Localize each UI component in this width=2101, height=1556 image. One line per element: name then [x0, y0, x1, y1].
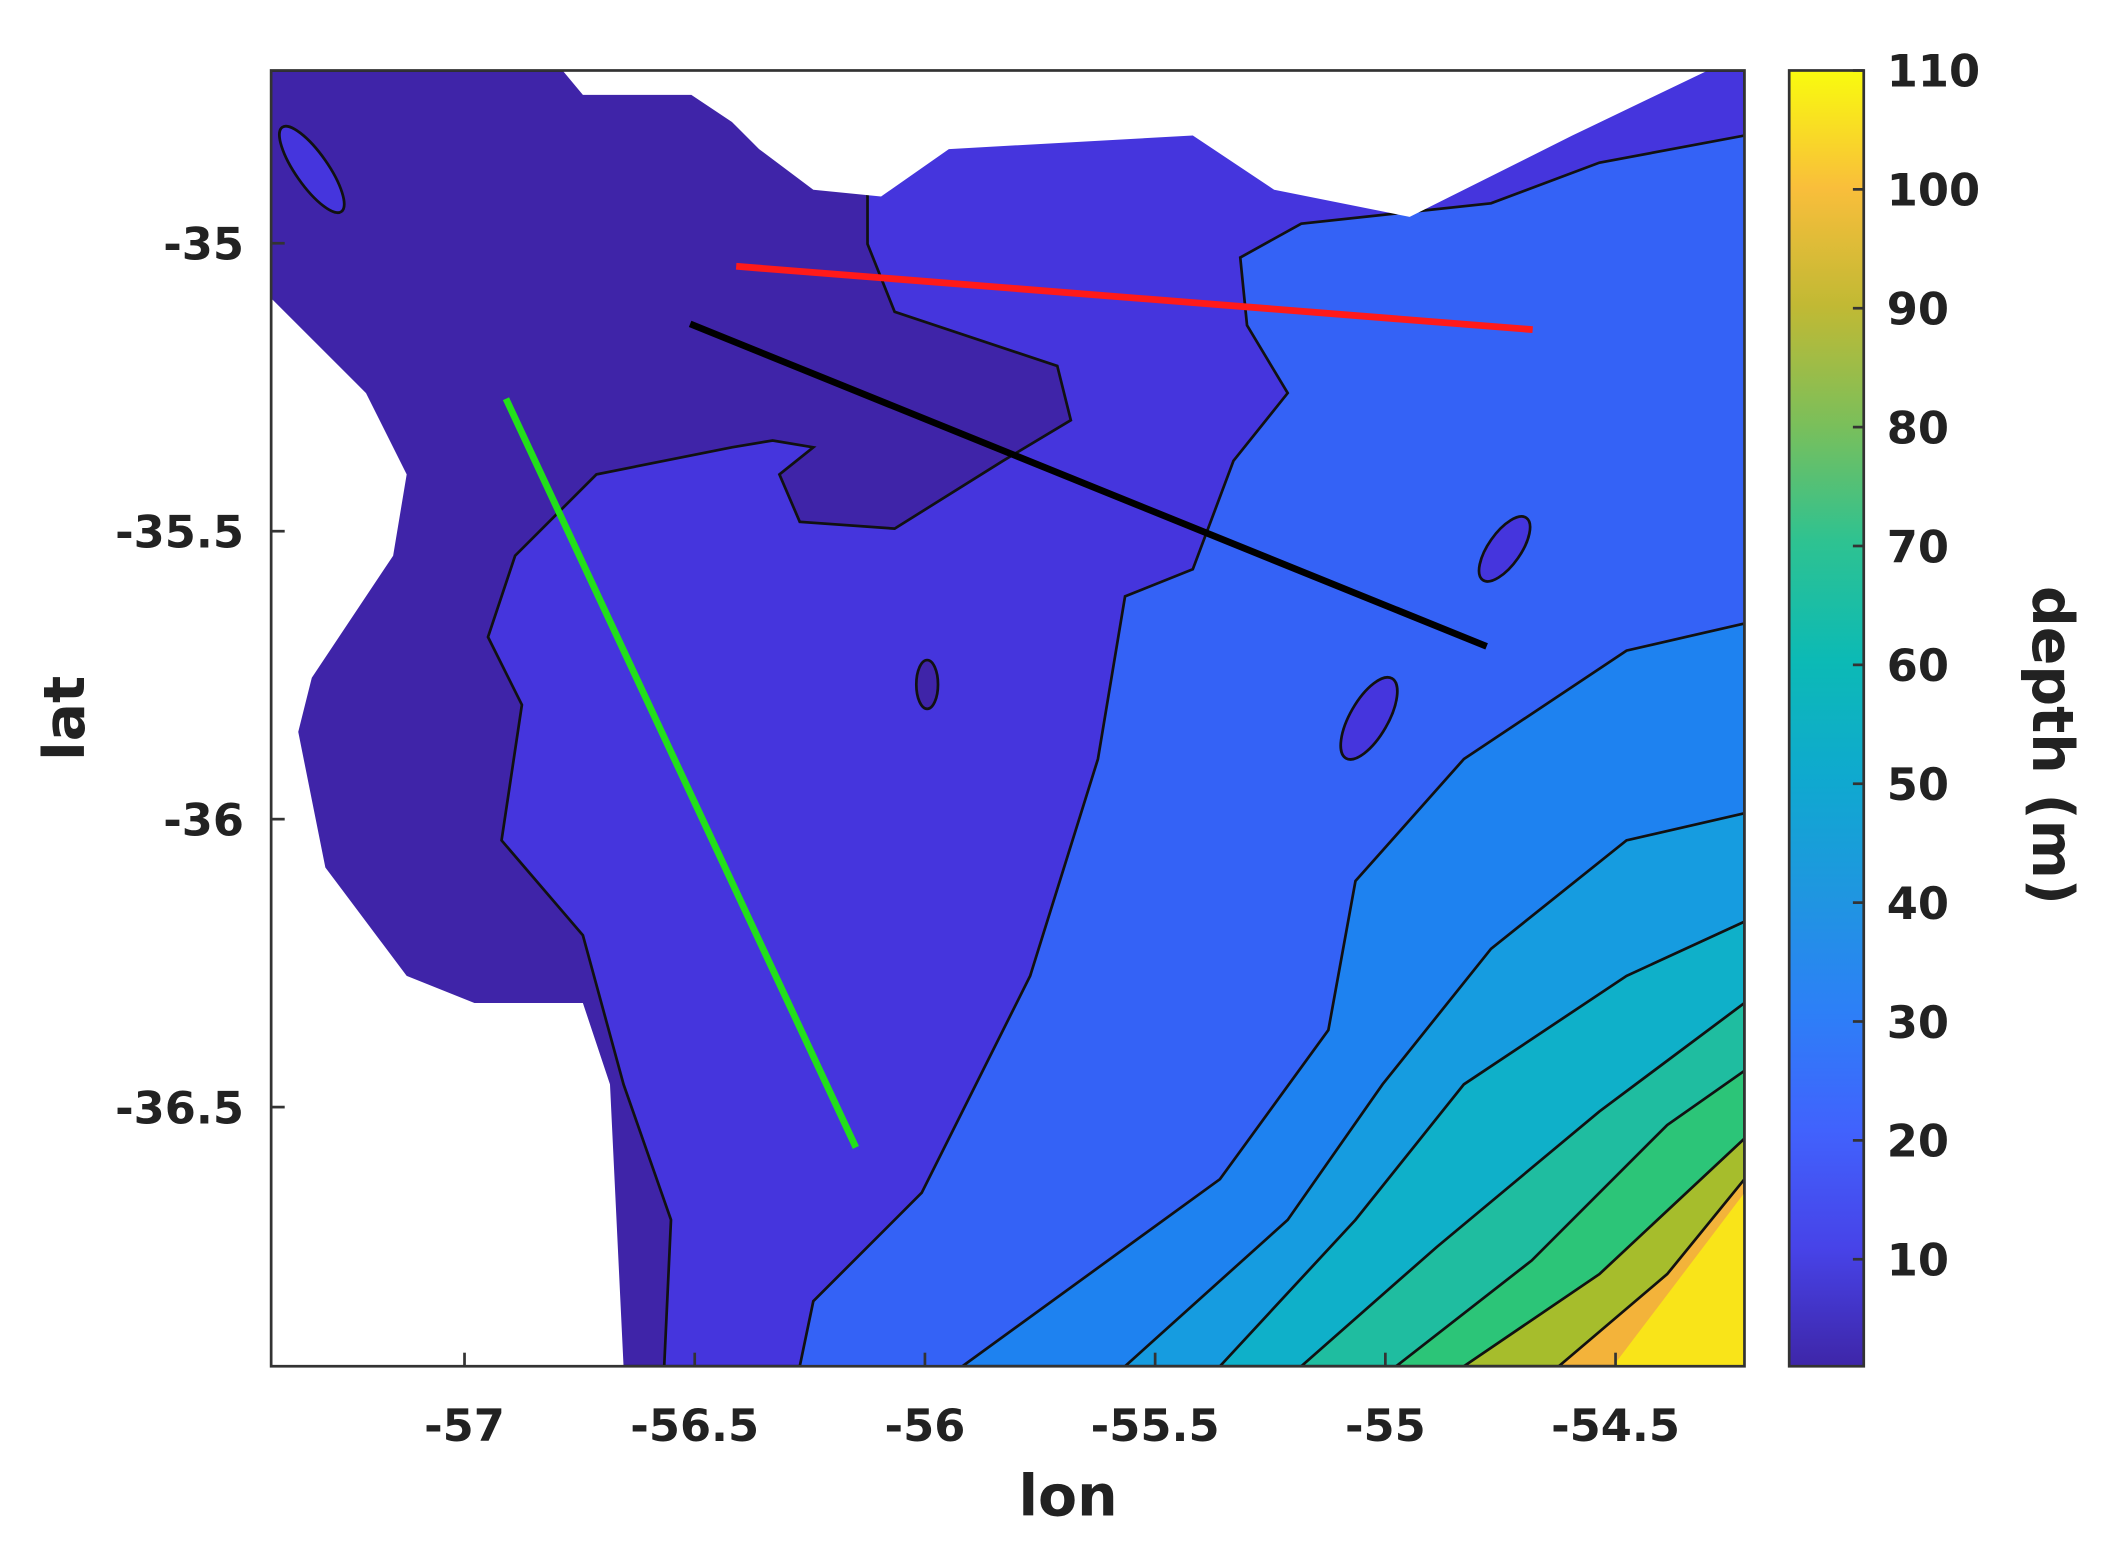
- colorbar-tick-label: 70: [1887, 520, 1949, 573]
- colorbar-tick-label: 40: [1887, 877, 1949, 930]
- colorbar-tick-label: 30: [1887, 996, 1949, 1049]
- transect-line: [688, 320, 1488, 650]
- y-tick-label: -36.5: [115, 1081, 244, 1134]
- y-tick-label: -36: [163, 793, 244, 846]
- x-tick-label: -55: [1345, 1399, 1426, 1452]
- axes-frame: [269, 69, 1746, 1368]
- colorbar: [1787, 69, 1866, 1368]
- y-axis-label: lat: [32, 676, 98, 761]
- colorbar-tick-label: 50: [1887, 758, 1949, 811]
- y-tick-label: -35: [163, 218, 244, 271]
- contour-field: [271, 70, 1745, 1367]
- colorbar-tick-label: 20: [1887, 1115, 1949, 1168]
- colorbar-tick-label: 10: [1887, 1234, 1949, 1287]
- colorbar-tick-label: 80: [1887, 401, 1949, 454]
- y-tick-label: -35.5: [115, 505, 244, 558]
- x-tick-label: -55.5: [1091, 1399, 1220, 1452]
- colorbar-tick-label: 60: [1887, 639, 1949, 692]
- transect-line: [502, 397, 859, 1149]
- colorbar-tick-label: 90: [1887, 283, 1949, 336]
- x-tick-label: -57: [424, 1399, 505, 1452]
- colorbar-label: depth (m): [2019, 586, 2085, 905]
- x-axis-label: lon: [1019, 1463, 1118, 1529]
- x-tick-label: -56: [885, 1399, 966, 1452]
- transect-line: [735, 262, 1533, 334]
- colorbar-tick-label: 110: [1887, 45, 1980, 98]
- x-tick-label: -54.5: [1551, 1399, 1680, 1452]
- x-tick-label: -56.5: [630, 1399, 759, 1452]
- colorbar-tick-label: 100: [1887, 164, 1980, 217]
